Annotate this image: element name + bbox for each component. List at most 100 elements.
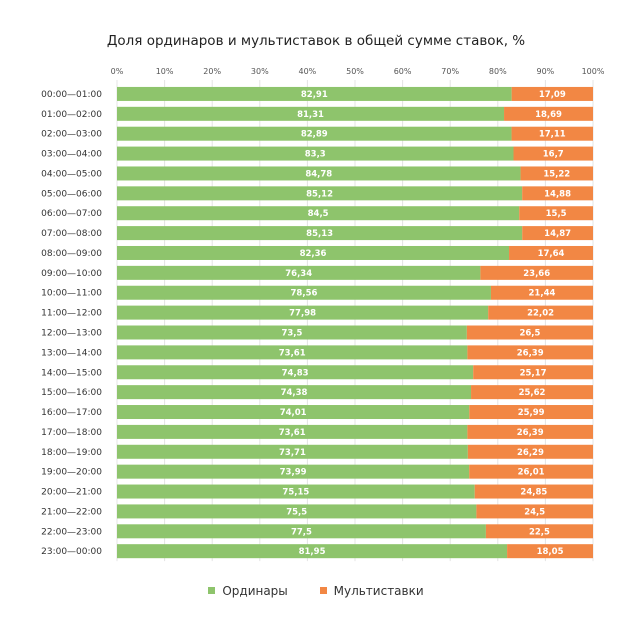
bar-multibets bbox=[471, 385, 593, 400]
data-label-multibets: 17,64 bbox=[538, 249, 565, 259]
data-label-multibets: 18,69 bbox=[535, 110, 562, 120]
data-label-multibets: 26,39 bbox=[517, 428, 544, 438]
category-label: 07:00—08:00 bbox=[41, 229, 102, 239]
data-label-singles: 81,31 bbox=[297, 110, 324, 120]
x-tick-label: 100% bbox=[582, 67, 605, 76]
category-label: 20:00—21:00 bbox=[41, 488, 102, 498]
bar-multibets bbox=[467, 345, 593, 360]
data-label-multibets: 26,01 bbox=[518, 468, 545, 478]
x-tick-label: 90% bbox=[537, 67, 555, 76]
data-label-singles: 83,3 bbox=[305, 150, 326, 160]
bar-multibets bbox=[522, 186, 593, 201]
data-label-singles: 85,12 bbox=[306, 189, 333, 199]
data-label-multibets: 15,22 bbox=[543, 169, 570, 179]
bar-singles bbox=[117, 524, 486, 539]
bar-singles bbox=[117, 325, 467, 340]
bar-multibets bbox=[519, 206, 593, 221]
bar-singles bbox=[117, 146, 514, 161]
category-label: 04:00—05:00 bbox=[41, 169, 102, 179]
bar-singles bbox=[117, 365, 474, 380]
chart-title: Доля ординаров и мультиставок в общей су… bbox=[106, 33, 526, 49]
bar-multibets bbox=[469, 464, 593, 479]
data-label-multibets: 26,5 bbox=[519, 329, 540, 339]
category-label: 09:00—10:00 bbox=[41, 269, 102, 279]
category-label: 21:00—22:00 bbox=[41, 507, 102, 517]
bar-multibets bbox=[504, 106, 593, 121]
category-label: 03:00—04:00 bbox=[41, 150, 102, 160]
category-label: 13:00—14:00 bbox=[41, 348, 102, 358]
data-label-multibets: 26,39 bbox=[517, 348, 544, 358]
category-label: 10:00—11:00 bbox=[41, 289, 102, 299]
data-label-singles: 73,61 bbox=[279, 348, 306, 358]
data-label-singles: 74,01 bbox=[280, 408, 307, 418]
legend-label-singles: Ординары bbox=[222, 584, 288, 598]
category-label: 23:00—00:00 bbox=[41, 547, 102, 557]
bar-singles bbox=[117, 345, 468, 360]
bar-multibets bbox=[507, 544, 593, 559]
legend-swatch-multibets bbox=[319, 587, 327, 594]
data-label-singles: 73,71 bbox=[279, 448, 306, 458]
data-label-multibets: 25,99 bbox=[518, 408, 545, 418]
data-label-singles: 82,89 bbox=[301, 130, 328, 140]
category-label: 18:00—19:00 bbox=[41, 448, 102, 458]
data-label-singles: 77,5 bbox=[291, 527, 312, 537]
bar-singles bbox=[117, 444, 468, 459]
bar-multibets bbox=[473, 365, 593, 380]
data-label-multibets: 16,7 bbox=[543, 150, 564, 160]
bar-singles bbox=[117, 166, 521, 181]
bar-multibets bbox=[522, 226, 593, 241]
data-label-multibets: 22,5 bbox=[529, 527, 550, 537]
data-label-singles: 77,98 bbox=[289, 309, 316, 319]
data-label-multibets: 21,44 bbox=[529, 289, 556, 299]
bar-multibets bbox=[511, 86, 593, 101]
category-label: 15:00—16:00 bbox=[41, 388, 102, 398]
bar-singles bbox=[117, 544, 508, 559]
bar-singles bbox=[117, 424, 468, 439]
bar-multibets bbox=[490, 285, 593, 300]
bar-singles bbox=[117, 405, 470, 420]
category-label: 05:00—06:00 bbox=[41, 189, 102, 199]
data-label-singles: 82,36 bbox=[300, 249, 327, 259]
legend: Ординары Мультиставки bbox=[0, 584, 632, 598]
data-label-singles: 74,38 bbox=[281, 388, 308, 398]
x-tick-label: 0% bbox=[111, 67, 124, 76]
data-label-multibets: 18,05 bbox=[537, 547, 564, 557]
data-label-singles: 81,95 bbox=[299, 547, 326, 557]
data-label-multibets: 23,66 bbox=[523, 269, 550, 279]
bar-multibets bbox=[511, 126, 593, 141]
bar-singles bbox=[117, 245, 510, 260]
data-label-singles: 75,15 bbox=[282, 488, 309, 498]
data-label-singles: 84,78 bbox=[305, 169, 332, 179]
bar-multibets bbox=[467, 444, 593, 459]
bar-singles bbox=[117, 285, 491, 300]
bar-singles bbox=[117, 385, 472, 400]
data-label-multibets: 25,62 bbox=[519, 388, 546, 398]
data-label-multibets: 24,5 bbox=[524, 507, 545, 517]
category-label: 02:00—03:00 bbox=[41, 130, 102, 140]
category-label: 06:00—07:00 bbox=[41, 209, 102, 219]
data-label-singles: 78,56 bbox=[291, 289, 318, 299]
data-label-multibets: 17,09 bbox=[539, 90, 566, 100]
data-label-multibets: 22,02 bbox=[527, 309, 554, 319]
bar-multibets bbox=[467, 424, 593, 439]
bar-singles bbox=[117, 206, 520, 221]
bar-singles bbox=[117, 126, 512, 141]
x-tick-label: 10% bbox=[156, 67, 174, 76]
x-tick-label: 30% bbox=[251, 67, 269, 76]
bar-singles bbox=[117, 86, 512, 101]
x-tick-label: 70% bbox=[441, 67, 459, 76]
data-label-singles: 84,5 bbox=[308, 209, 329, 219]
category-label: 22:00—23:00 bbox=[41, 527, 102, 537]
bar-singles bbox=[117, 305, 489, 320]
category-label: 12:00—13:00 bbox=[41, 329, 102, 339]
data-label-singles: 75,5 bbox=[286, 507, 307, 517]
bar-multibets bbox=[509, 245, 593, 260]
bar-multibets bbox=[469, 405, 593, 420]
chart-plot: 0% 10% 20% 30% 40% 50% 60% 70% 80% 90% 100% 00:00—0… bbox=[41, 67, 605, 562]
bar-multibets bbox=[466, 325, 593, 340]
bar-singles bbox=[117, 186, 523, 201]
bar-singles bbox=[117, 265, 481, 280]
bar-multibets bbox=[485, 524, 593, 539]
category-label: 11:00—12:00 bbox=[41, 309, 102, 319]
category-label: 17:00—18:00 bbox=[41, 428, 102, 438]
